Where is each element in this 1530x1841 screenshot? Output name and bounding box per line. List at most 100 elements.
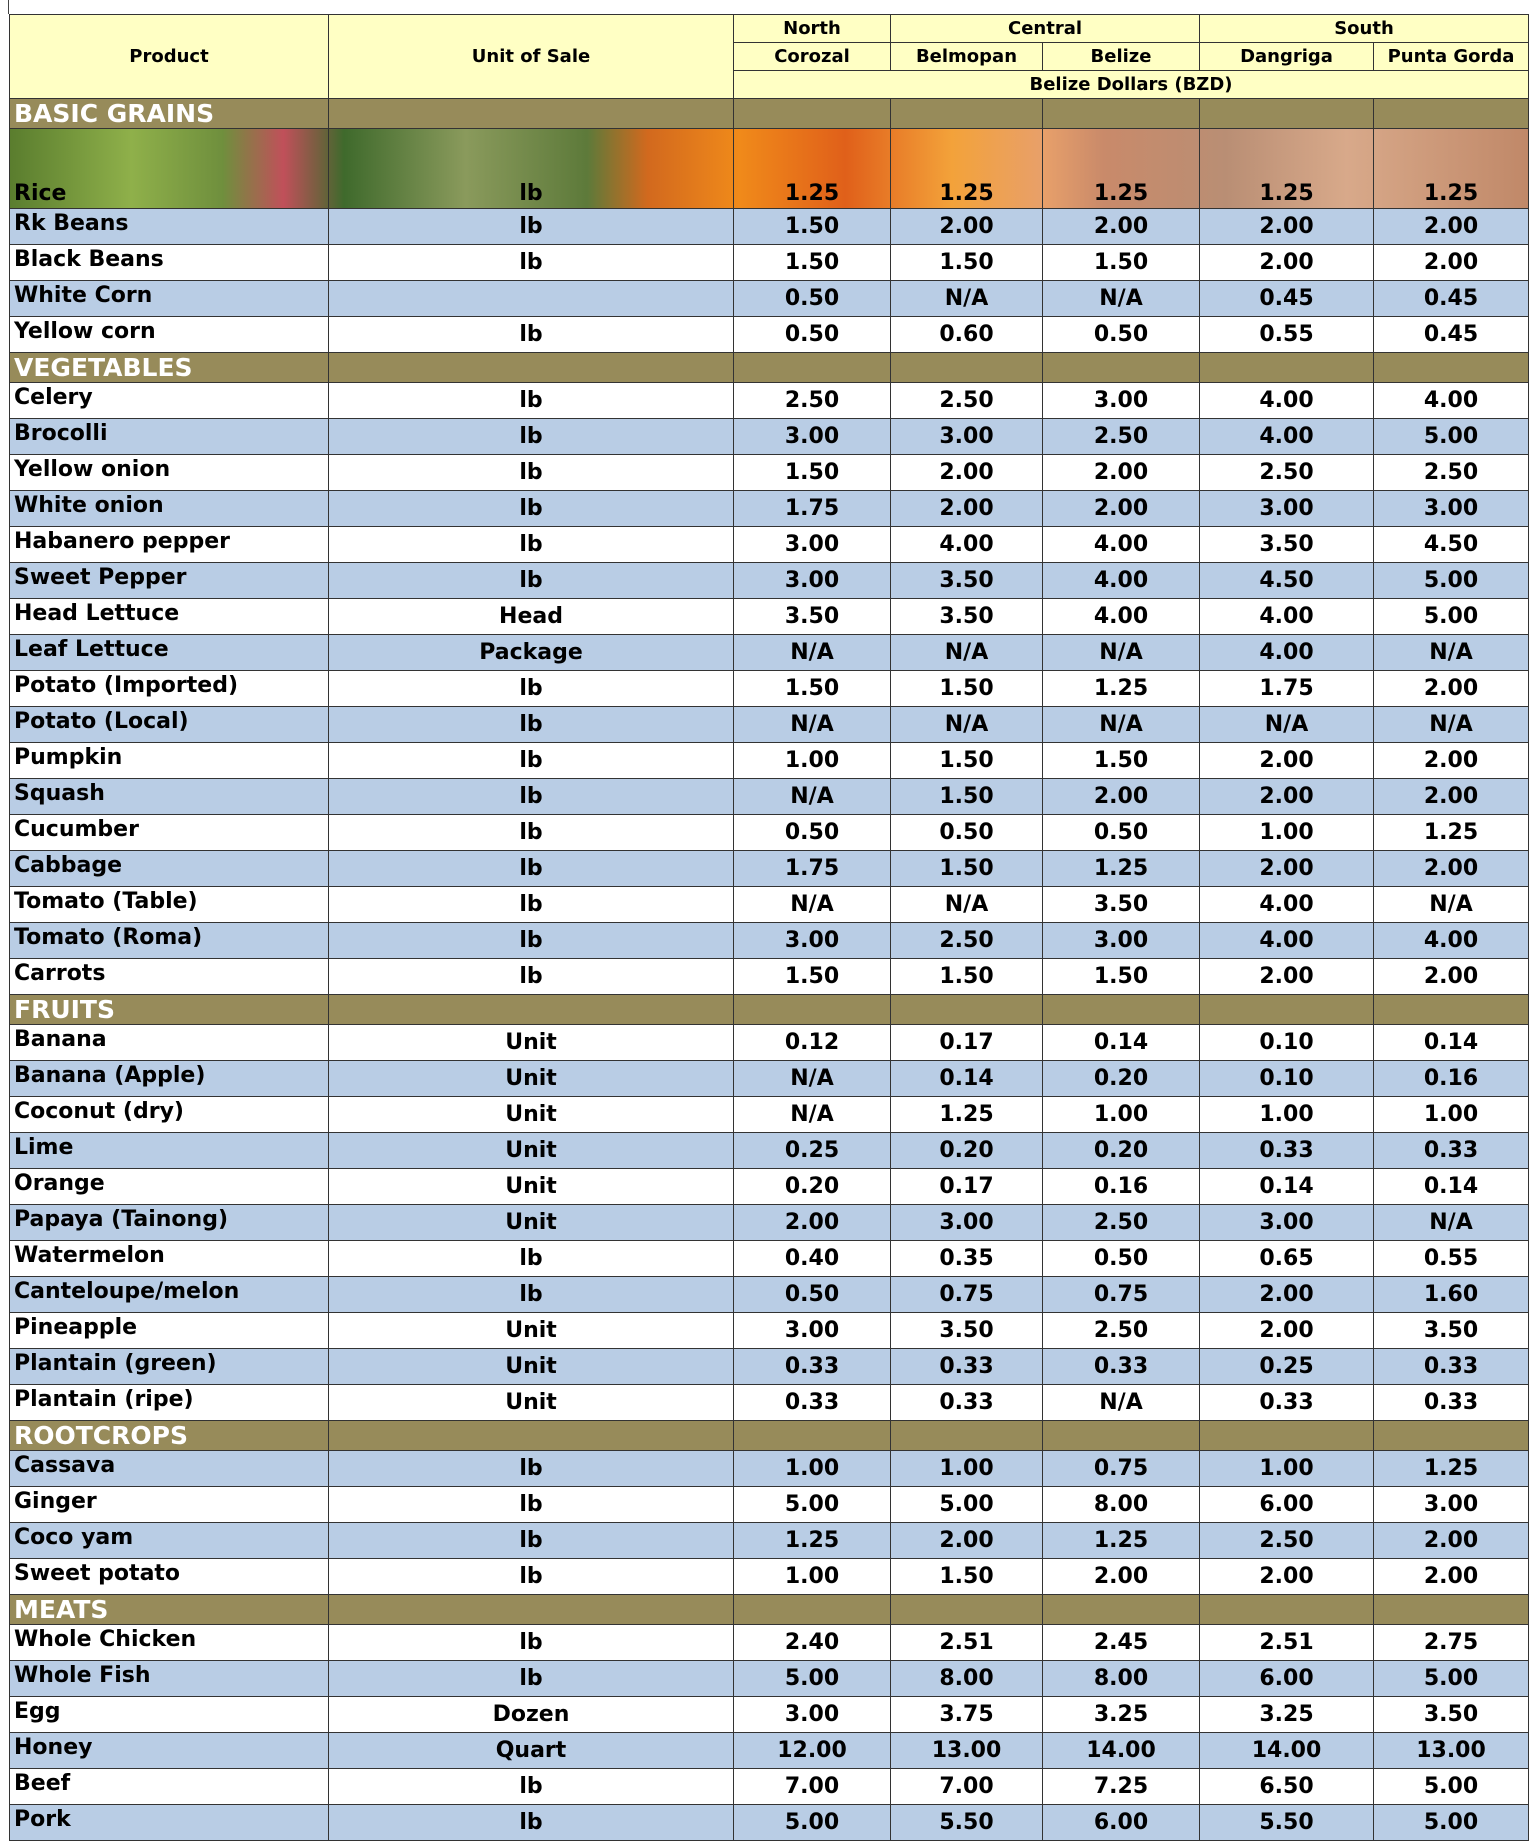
data-row: Tomato (Table)lbN/AN/A3.504.00N/A [10,887,1529,923]
product-cell: White onion [10,491,329,527]
price-cell: 2.00 [1200,245,1374,281]
price-cell: 2.50 [1043,419,1200,455]
product-cell: Rice [10,129,329,209]
data-row: Celerylb2.502.503.004.004.00 [10,383,1529,419]
price-cell: N/A [1374,1205,1529,1241]
price-cell: 5.00 [1374,419,1529,455]
price-cell: 6.50 [1200,1769,1374,1805]
price-cell: 3.50 [1200,527,1374,563]
product-cell: Plantain (green) [10,1349,329,1385]
unit-cell: lb [329,1451,734,1487]
price-cell: 2.45 [1043,1625,1200,1661]
price-cell: 1.00 [1200,1097,1374,1133]
data-row: EggDozen3.003.753.253.253.50 [10,1697,1529,1733]
price-cell: 0.33 [891,1349,1043,1385]
unit-cell: lb [329,419,734,455]
price-cell: 1.25 [734,1523,891,1559]
price-cell: 0.33 [891,1385,1043,1421]
unit-cell: lb [329,1277,734,1313]
price-cell: 2.40 [734,1625,891,1661]
price-cell: 5.00 [1374,1805,1529,1841]
price-cell: 3.00 [734,419,891,455]
product-cell: Watermelon [10,1241,329,1277]
price-cell: 0.50 [734,317,891,353]
price-cell: 4.00 [1200,383,1374,419]
price-cell: 8.00 [1043,1487,1200,1523]
price-cell: 0.20 [1043,1061,1200,1097]
price-cell: 1.50 [891,851,1043,887]
product-cell: Cucumber [10,815,329,851]
product-cell: Pineapple [10,1313,329,1349]
price-cell: 3.50 [734,599,891,635]
section-cell [1200,995,1374,1025]
price-cell: 2.00 [1374,851,1529,887]
price-cell: N/A [891,887,1043,923]
data-row: Plantain (ripe)Unit0.330.33N/A0.330.33 [10,1385,1529,1421]
unit-cell: Unit [329,1205,734,1241]
price-cell: 3.25 [1043,1697,1200,1733]
price-cell: 0.50 [891,815,1043,851]
data-row: Leaf LettucePackageN/AN/AN/A4.00N/A [10,635,1529,671]
product-cell: Orange [10,1169,329,1205]
price-cell: 3.75 [891,1697,1043,1733]
price-cell: 2.50 [891,383,1043,419]
section-cell [734,995,891,1025]
data-row: Sweet Pepperlb3.003.504.004.505.00 [10,563,1529,599]
price-cell: 0.33 [734,1349,891,1385]
product-cell: Cabbage [10,851,329,887]
price-cell: 3.00 [1200,491,1374,527]
unit-cell: lb [329,1487,734,1523]
price-cell: N/A [1043,1385,1200,1421]
price-cell: N/A [891,707,1043,743]
unit-cell: Unit [329,1349,734,1385]
price-cell: 0.25 [734,1133,891,1169]
price-cell: N/A [1374,887,1529,923]
price-cell: 3.00 [1043,923,1200,959]
product-cell: Honey [10,1733,329,1769]
product-cell: White Corn [10,281,329,317]
section-row: VEGETABLES [10,353,1529,383]
data-row: Potato (Imported)lb1.501.501.251.752.00 [10,671,1529,707]
data-row: Ricelb1.251.251.251.251.25 [10,129,1529,209]
price-cell: N/A [891,635,1043,671]
price-cell: 0.14 [1043,1025,1200,1061]
unit-cell: lb [329,851,734,887]
section-cell [891,995,1043,1025]
product-cell: Tomato (Table) [10,887,329,923]
data-row: Banana (Apple)UnitN/A0.140.200.100.16 [10,1061,1529,1097]
section-cell [1043,995,1200,1025]
region-header: Central [891,15,1200,43]
price-cell: 0.33 [1043,1349,1200,1385]
price-cell: 1.00 [1043,1097,1200,1133]
unit-cell: lb [329,887,734,923]
section-row: ROOTCROPS [10,1421,1529,1451]
section-title: ROOTCROPS [10,1421,329,1451]
unit-cell: lb [329,923,734,959]
section-title: FRUITS [10,995,329,1025]
region-header: South [1200,15,1529,43]
price-cell: 14.00 [1043,1733,1200,1769]
unit-cell: lb [329,1241,734,1277]
product-cell: Head Lettuce [10,599,329,635]
product-cell: Banana (Apple) [10,1061,329,1097]
price-cell: 1.00 [891,1451,1043,1487]
unit-cell: lb [329,209,734,245]
unit-cell: lb [329,455,734,491]
unit-cell: lb [329,1559,734,1595]
unit-cell: lb [329,1523,734,1559]
price-cell: 3.50 [1374,1313,1529,1349]
price-cell: 0.14 [1374,1025,1529,1061]
price-cell: 3.00 [734,1697,891,1733]
price-cell: 1.60 [1374,1277,1529,1313]
unit-cell: lb [329,1661,734,1697]
price-cell: 8.00 [1043,1661,1200,1697]
